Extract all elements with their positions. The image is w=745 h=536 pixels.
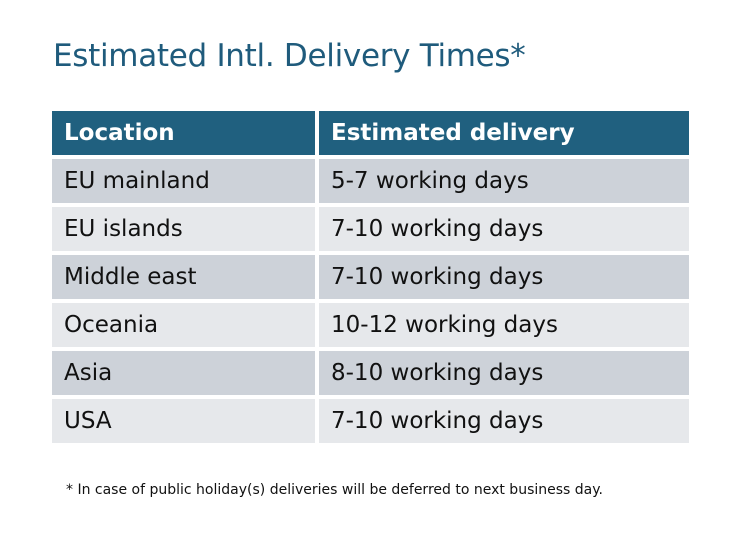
delivery-cell: 5-7 working days bbox=[319, 159, 689, 203]
location-cell: EU mainland bbox=[52, 159, 315, 203]
table-row: Middle east 7-10 working days bbox=[52, 255, 689, 299]
location-cell: Asia bbox=[52, 351, 315, 395]
footnote: * In case of public holiday(s) deliverie… bbox=[66, 482, 603, 498]
location-cell: Middle east bbox=[52, 255, 315, 299]
delivery-cell: 8-10 working days bbox=[319, 351, 689, 395]
delivery-cell: 10-12 working days bbox=[319, 303, 689, 347]
delivery-cell: 7-10 working days bbox=[319, 207, 689, 251]
table-row: EU mainland 5-7 working days bbox=[52, 159, 689, 203]
table-row: USA 7-10 working days bbox=[52, 399, 689, 443]
delivery-cell: 7-10 working days bbox=[319, 399, 689, 443]
column-header-estimated-delivery: Estimated delivery bbox=[319, 111, 689, 155]
table-header-row: Location Estimated delivery bbox=[52, 111, 689, 155]
table-row: Oceania 10-12 working days bbox=[52, 303, 689, 347]
location-cell: EU islands bbox=[52, 207, 315, 251]
delivery-table: Location Estimated delivery EU mainland … bbox=[48, 107, 693, 447]
location-cell: Oceania bbox=[52, 303, 315, 347]
table-row: EU islands 7-10 working days bbox=[52, 207, 689, 251]
column-header-location: Location bbox=[52, 111, 315, 155]
location-cell: USA bbox=[52, 399, 315, 443]
delivery-cell: 7-10 working days bbox=[319, 255, 689, 299]
table-row: Asia 8-10 working days bbox=[52, 351, 689, 395]
page-title: Estimated Intl. Delivery Times* bbox=[53, 38, 526, 74]
